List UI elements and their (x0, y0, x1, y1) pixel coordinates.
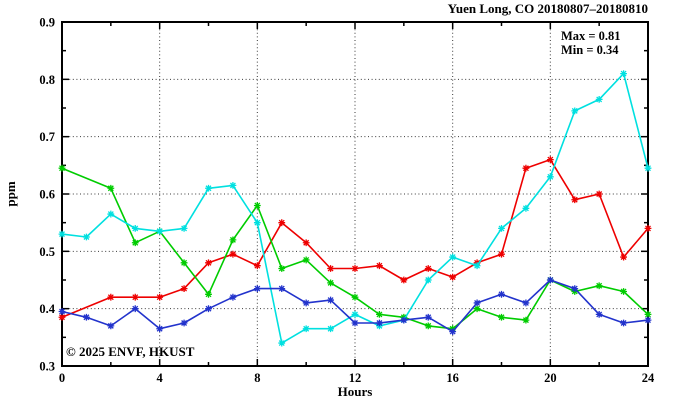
min-annotation: Min = 0.34 (561, 43, 619, 57)
watermark-text: © 2025 ENVF, HKUST (66, 344, 195, 359)
max-annotation: Max = 0.81 (561, 29, 621, 43)
x-tick-label: 4 (157, 371, 164, 385)
series-blue-markers (58, 276, 652, 335)
x-tick-label: 16 (446, 371, 459, 385)
series-blue (58, 276, 652, 335)
y-tick-label: 0.6 (39, 188, 55, 202)
series-cyan-line (61, 72, 649, 344)
y-tick-label: 0.3 (39, 360, 55, 374)
x-tick-label: 8 (254, 371, 260, 385)
chart-title: Yuen Long, CO 20180807–20180810 (448, 1, 648, 16)
y-tick-label: 0.4 (39, 302, 55, 316)
x-tick-label: 24 (642, 371, 655, 385)
y-tick-label: 0.7 (39, 130, 55, 144)
plot-frame (61, 21, 649, 367)
x-axis-label: Hours (338, 384, 373, 399)
y-tick-label: 0.8 (39, 73, 55, 87)
gridlines (62, 22, 648, 366)
series-green-line (61, 167, 649, 330)
y-axis-label: ppm (3, 181, 18, 206)
x-tick-label: 20 (544, 371, 557, 385)
series-cyan-markers (58, 70, 652, 347)
y-tick-label: 0.9 (39, 16, 55, 30)
series-cyan (58, 70, 652, 347)
y-tick-label: 0.5 (39, 245, 55, 259)
x-tick-label: 0 (59, 371, 65, 385)
x-tick-label: 12 (349, 371, 362, 385)
